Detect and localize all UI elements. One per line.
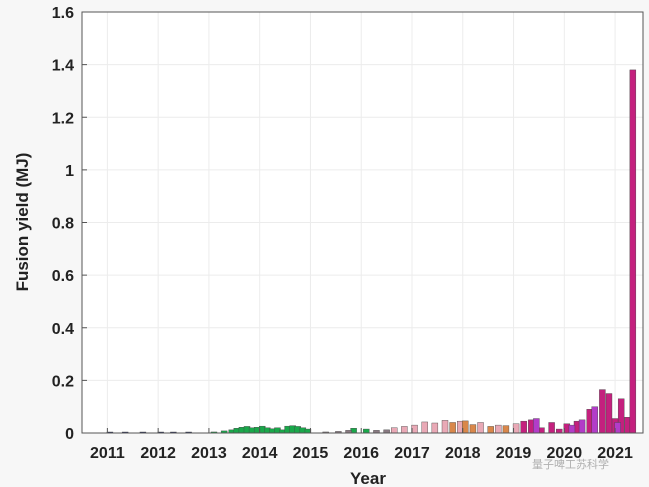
x-tick-label: 2011 [90, 445, 125, 462]
y-tick-label: 0 [65, 426, 74, 443]
bar-mark [487, 426, 494, 434]
watermark-text: 量子啤工苏科学 [532, 457, 609, 471]
bar-mark [449, 422, 456, 434]
y-tick-label: 1.4 [52, 58, 74, 75]
bar-mark [578, 419, 586, 434]
bar-mark [363, 428, 370, 434]
y-tick-label: 0.8 [52, 216, 74, 233]
x-tick-label: 2020 [547, 445, 583, 462]
bar-mark [391, 427, 398, 434]
y-tick-labels: 0 0.2 0.4 0.6 0.8 1 1.2 1.4 1.6 [52, 5, 87, 443]
y-tick-label: 1.2 [52, 110, 74, 127]
bar-mark [441, 420, 449, 434]
bar-mark [431, 422, 439, 434]
bar-mark [477, 422, 484, 434]
bar-mark [502, 425, 510, 434]
bar-mark [401, 426, 408, 434]
bar-mark [421, 421, 428, 434]
bar-mark [469, 424, 477, 434]
y-tick-label: 1.6 [52, 5, 74, 22]
x-tick-label: 2016 [343, 445, 379, 462]
x-tick-label: 2015 [293, 445, 329, 462]
bar-mark [629, 69, 637, 434]
bar-mark [548, 422, 555, 434]
bar-mark [605, 393, 613, 434]
x-tick-label: 2017 [394, 445, 430, 462]
y-tick-label: 1 [65, 163, 74, 180]
x-tick-label: 2021 [597, 445, 633, 462]
bar-mark [568, 424, 576, 434]
x-axis-title: Year [350, 469, 386, 487]
x-tick-label: 2018 [445, 445, 481, 462]
bar-mark [599, 389, 606, 434]
x-tick-label: 2013 [191, 445, 227, 462]
x-tick-label: 2014 [242, 445, 278, 462]
x-tick-labels: 2011 2012 2013 2014 2015 2016 2017 2018 2019 2020… [90, 428, 633, 462]
bar-mark [556, 428, 563, 434]
y-tick-label: 0.2 [52, 373, 74, 390]
y-axis-title: Fusion yield (MJ) [13, 153, 32, 292]
bar-mark [533, 418, 540, 434]
bars-layer [106, 69, 637, 434]
bar-mark [520, 420, 527, 434]
bar-mark [495, 424, 502, 434]
y-tick-label: 0.4 [52, 321, 74, 338]
x-tick-label: 2012 [140, 445, 176, 462]
y-tick-label: 0.6 [52, 268, 74, 285]
bar-mark [591, 406, 598, 434]
x-tick-label: 2019 [496, 445, 532, 462]
